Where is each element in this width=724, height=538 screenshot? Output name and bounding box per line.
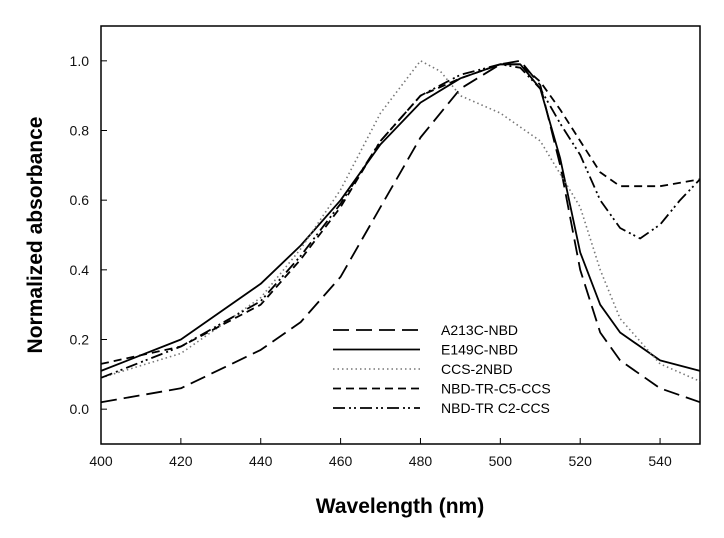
y-tick-label: 0.4 [70,262,90,278]
plot-frame [100,25,701,445]
series-line-ccs-2nbd [100,60,701,383]
series-line-e149c-nbd [100,63,701,372]
series-line-a213c-nbd [100,59,701,404]
legend-label-e149c-nbd: E149C-NBD [441,342,518,358]
x-tick-label: 520 [569,453,593,469]
y-tick-label: 0.0 [70,401,90,417]
x-axis-label: Wavelength (nm) [316,495,484,518]
y-tick-label: 0.6 [70,192,90,208]
y-axis-label: Normalized absorbance [24,117,47,354]
legend-label-a213c-nbd: A213C-NBD [441,322,518,338]
x-tick-label: 500 [489,453,513,469]
x-tick-label: 420 [169,453,193,469]
x-tick-label: 440 [249,453,273,469]
x-tick-label: 540 [648,453,672,469]
series-line-nbd-tr-c2-ccs [100,63,701,379]
x-tick-label: 460 [329,453,353,469]
y-tick-label: 0.2 [70,332,90,348]
legend-label-nbd-tr-c5-ccs: NBD-TR-C5-CCS [441,381,551,397]
x-tick-label: 400 [89,453,113,469]
y-tick-label: 1.0 [70,53,90,69]
legend-label-ccs-2nbd: CCS-2NBD [441,361,513,377]
y-tick-label: 0.8 [70,123,90,139]
x-tick-label: 480 [409,453,433,469]
legend-label-nbd-tr-c2-ccs: NBD-TR C2-CCS [441,400,550,416]
